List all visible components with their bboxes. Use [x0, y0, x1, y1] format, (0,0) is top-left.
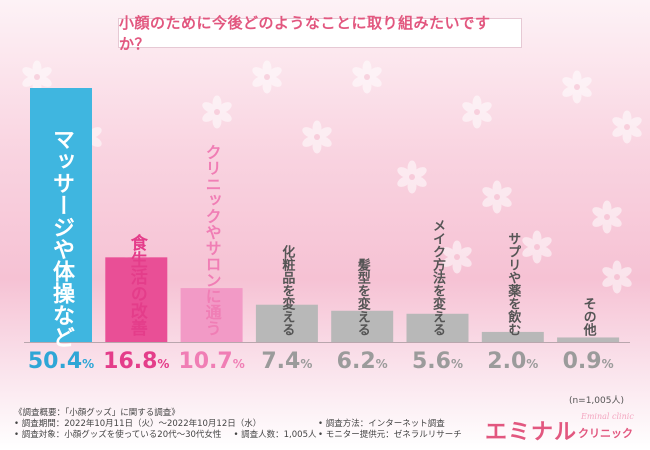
flower-decoration-icon [200, 95, 234, 129]
bar [331, 310, 394, 342]
flower-decoration-icon [440, 240, 474, 274]
value-label: 50.4% [23, 349, 99, 374]
category-label: 食生活の改善 [126, 234, 147, 336]
flower-decoration-icon [20, 60, 54, 94]
value-number: 7.4 [261, 349, 301, 374]
value-number: 50.4 [27, 349, 83, 374]
survey-heading: 《調査概要：「小顔グッズ」に関する調査》 [14, 408, 180, 418]
survey-period: • 調査期間：2022年10月11日（火）〜2022年10月12日（水） [14, 419, 262, 429]
flower-decoration-icon [250, 60, 284, 94]
value-unit: % [375, 357, 388, 371]
value-number: 10.7 [178, 349, 233, 374]
value-number: 5.6 [411, 349, 451, 374]
value-unit: % [82, 357, 95, 371]
logo-main: エミナル [485, 420, 578, 445]
sample-size-note: (n=1,005人) [568, 396, 624, 406]
bar [255, 304, 318, 342]
survey-count: • 調査人数：1,005人 [233, 430, 317, 440]
value-label: 16.8% [98, 349, 174, 374]
value-label: 5.6% [400, 349, 476, 374]
bar [557, 337, 620, 342]
flower-decoration-icon [460, 95, 494, 129]
flower-decoration-icon [300, 120, 334, 154]
survey-overview-right: • 調査方法：インターネット調査 • モニター提供元：ゼネラルリサーチ [318, 419, 462, 441]
flower-decoration-icon [610, 110, 644, 144]
bar [406, 313, 469, 342]
bar [30, 88, 92, 342]
logo-sub: クリニック [578, 427, 633, 440]
value-number: 6.2 [336, 349, 376, 374]
category-label: マッサージや体操など [49, 128, 74, 348]
logo-script: Eminal clinic [581, 412, 634, 421]
flower-decoration-icon [350, 60, 384, 94]
survey-method: • 調査方法：インターネット調査 [318, 419, 445, 429]
value-label: 2.0% [475, 349, 551, 374]
flower-decoration-icon [520, 230, 554, 264]
value-number: 2.0 [487, 349, 527, 374]
clinic-logo: Eminal clinic エミナル クリニック [485, 412, 645, 448]
category-label: 化粧品を変える [279, 245, 295, 336]
value-number: 16.8 [103, 349, 158, 374]
category-label: サプリや薬を飲む [505, 232, 521, 336]
value-unit: % [601, 357, 614, 371]
survey-provider: • モニター提供元：ゼネラルリサーチ [318, 430, 462, 440]
survey-target: • 調査対象：小顔グッズを使っている20代〜30代女性 [14, 430, 222, 440]
bar [180, 288, 243, 342]
survey-overview: 《調査概要：「小顔グッズ」に関する調査》 • 調査期間：2022年10月11日（… [14, 408, 317, 441]
value-unit: % [450, 357, 463, 371]
category-label: クリニックやサロンに通う [202, 144, 222, 336]
flower-decoration-icon [600, 260, 634, 294]
value-unit: % [526, 357, 539, 371]
value-label: 0.9% [550, 349, 626, 374]
bar [105, 257, 168, 342]
value-unit: % [232, 357, 245, 371]
bar [481, 331, 544, 342]
flower-decoration-icon [590, 200, 624, 234]
flower-decoration-icon [480, 180, 514, 214]
value-label: 10.7% [174, 349, 250, 374]
category-label: 髪型を変える [354, 258, 370, 336]
value-number: 0.9 [562, 349, 602, 374]
value-unit: % [157, 357, 170, 371]
chart-title: 小顔のために今後どのようなことに取り組みたいですか？ [118, 14, 522, 53]
value-label: 7.4% [249, 349, 325, 374]
category-label: メイク方法を変える [430, 219, 445, 336]
category-label: その他 [580, 297, 596, 336]
flower-decoration-icon [395, 160, 429, 194]
value-unit: % [300, 357, 313, 371]
flower-decoration-icon [560, 70, 594, 104]
value-label: 6.2% [324, 349, 400, 374]
